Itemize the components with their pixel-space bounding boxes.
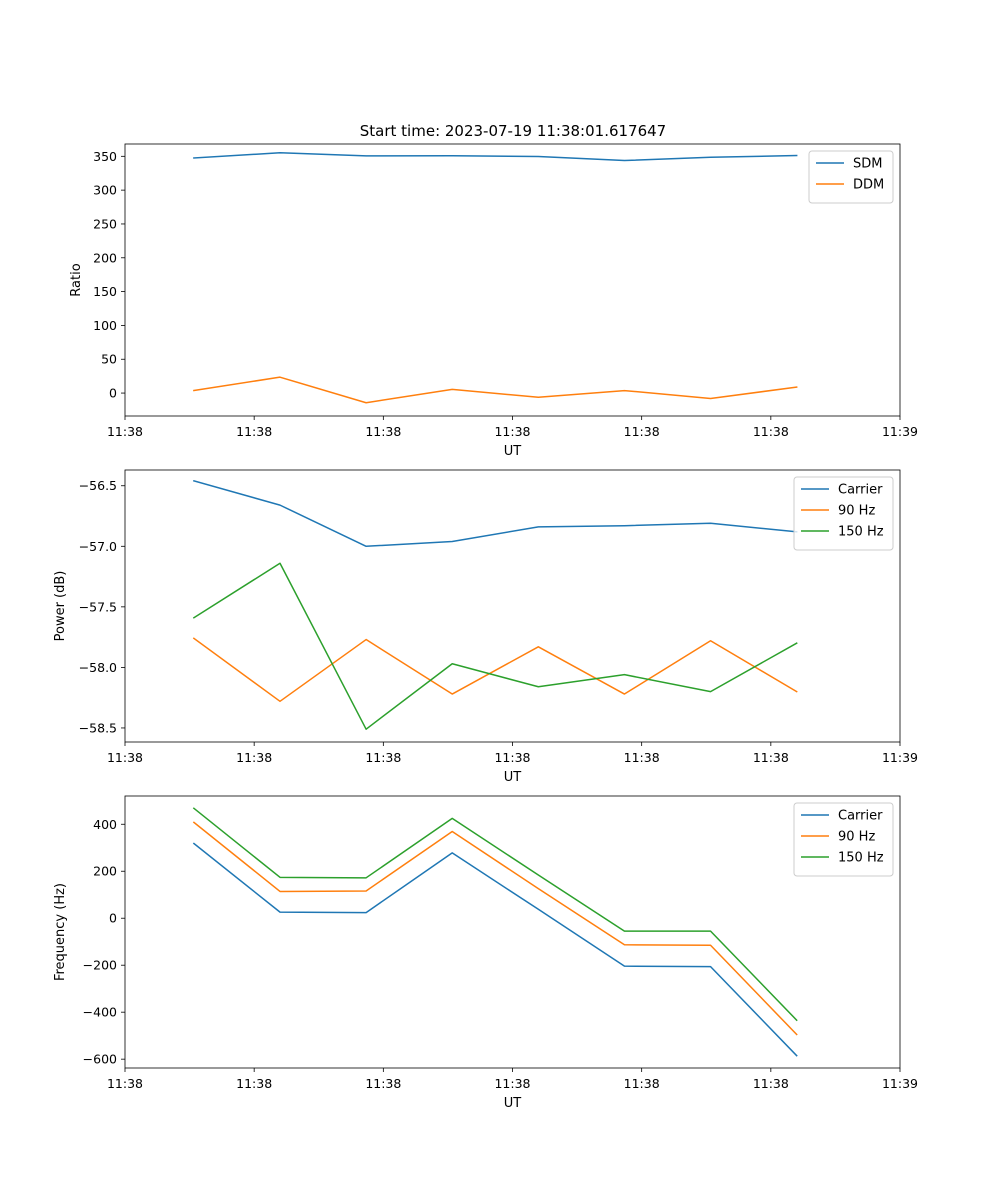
y-tick-label: 0 <box>109 386 117 401</box>
y-tick-label: 100 <box>93 318 117 333</box>
x-tick-label: 11:38 <box>753 424 789 439</box>
legend-label: DDM <box>853 178 884 193</box>
legend-label: Carrier <box>838 809 883 824</box>
series-line-150-hz <box>192 562 798 730</box>
y-tick-label: −58.5 <box>79 720 117 735</box>
x-tick-label: 11:38 <box>236 750 272 765</box>
legend: SDM DDM <box>808 150 894 204</box>
x-tick-label: 11:38 <box>107 1076 143 1091</box>
x-axis-label: UT <box>504 1096 522 1111</box>
panel-1: 11:38 11:38 11:38 11:38 11:38 11:38 11:39 UT 0 50… <box>69 143 918 459</box>
y-tick-label: −56.5 <box>79 478 117 493</box>
legend-label: 150 Hz <box>838 525 884 540</box>
x-axis-label: UT <box>504 770 522 785</box>
x-tick-label: 11:38 <box>236 1076 272 1091</box>
panel-3: 11:38 11:38 11:38 11:38 11:38 11:38 11:39 UT −60… <box>53 795 918 1111</box>
legend-label: SDM <box>853 157 882 172</box>
y-tick-label: 150 <box>93 284 117 299</box>
series-line-sdm <box>193 152 798 162</box>
series-line-90-hz <box>192 637 798 703</box>
legend-label: 90 Hz <box>838 830 875 845</box>
panel-2: 11:38 11:38 11:38 11:38 11:38 11:38 11:39 UT −58… <box>53 469 918 785</box>
y-tick-label: 200 <box>93 250 117 265</box>
chart-title: Start time: 2023-07-19 11:38:01.617647 <box>360 122 666 140</box>
y-tick-label: −600 <box>83 1052 117 1067</box>
series-line-90-hz <box>192 821 798 1036</box>
series-line-carrier <box>192 842 798 1057</box>
x-tick-label: 11:38 <box>624 1076 660 1091</box>
y-tick-label: −200 <box>83 958 117 973</box>
x-tick-label: 11:38 <box>107 424 143 439</box>
y-tick-label: −58.0 <box>79 660 117 675</box>
x-tick-label: 11:38 <box>753 1076 789 1091</box>
series-line-150-hz <box>192 807 798 1022</box>
x-tick-label: 11:39 <box>882 424 918 439</box>
series-line-ddm <box>193 376 798 404</box>
x-tick-label: 11:38 <box>236 424 272 439</box>
y-tick-label: 200 <box>93 864 117 879</box>
y-tick-label: 300 <box>93 183 117 198</box>
y-tick-label: 50 <box>101 352 117 367</box>
legend: Carrier 90 Hz 150 Hz <box>793 476 894 551</box>
y-tick-label: −57.5 <box>79 599 117 614</box>
y-tick-label: 400 <box>93 817 117 832</box>
y-tick-label: 350 <box>93 149 117 164</box>
y-axis-label: Frequency (Hz) <box>53 883 68 981</box>
x-tick-label: 11:38 <box>624 750 660 765</box>
x-tick-label: 11:38 <box>494 424 530 439</box>
x-tick-label: 11:38 <box>494 750 530 765</box>
legend-label: Carrier <box>838 483 883 498</box>
y-tick-label: −57.0 <box>79 539 117 554</box>
x-tick-label: 11:38 <box>365 424 401 439</box>
legend-box <box>808 150 894 204</box>
y-axis-label: Ratio <box>69 263 84 296</box>
x-axis-label: UT <box>504 444 522 459</box>
x-tick-label: 11:38 <box>107 750 143 765</box>
x-tick-label: 11:38 <box>365 750 401 765</box>
legend: Carrier 90 Hz 150 Hz <box>793 802 894 877</box>
x-tick-label: 11:38 <box>365 1076 401 1091</box>
y-tick-label: 250 <box>93 216 117 231</box>
series-line-carrier <box>192 479 798 548</box>
x-tick-label: 11:38 <box>624 424 660 439</box>
x-tick-label: 11:39 <box>882 750 918 765</box>
x-tick-label: 11:38 <box>494 1076 530 1091</box>
legend-label: 150 Hz <box>838 851 884 866</box>
y-tick-label: −400 <box>83 1005 117 1020</box>
y-axis-label: Power (dB) <box>53 571 68 642</box>
legend-label: 90 Hz <box>838 504 875 519</box>
y-tick-label: 0 <box>109 911 117 926</box>
x-tick-label: 11:38 <box>753 750 789 765</box>
x-tick-label: 11:39 <box>882 1076 918 1091</box>
